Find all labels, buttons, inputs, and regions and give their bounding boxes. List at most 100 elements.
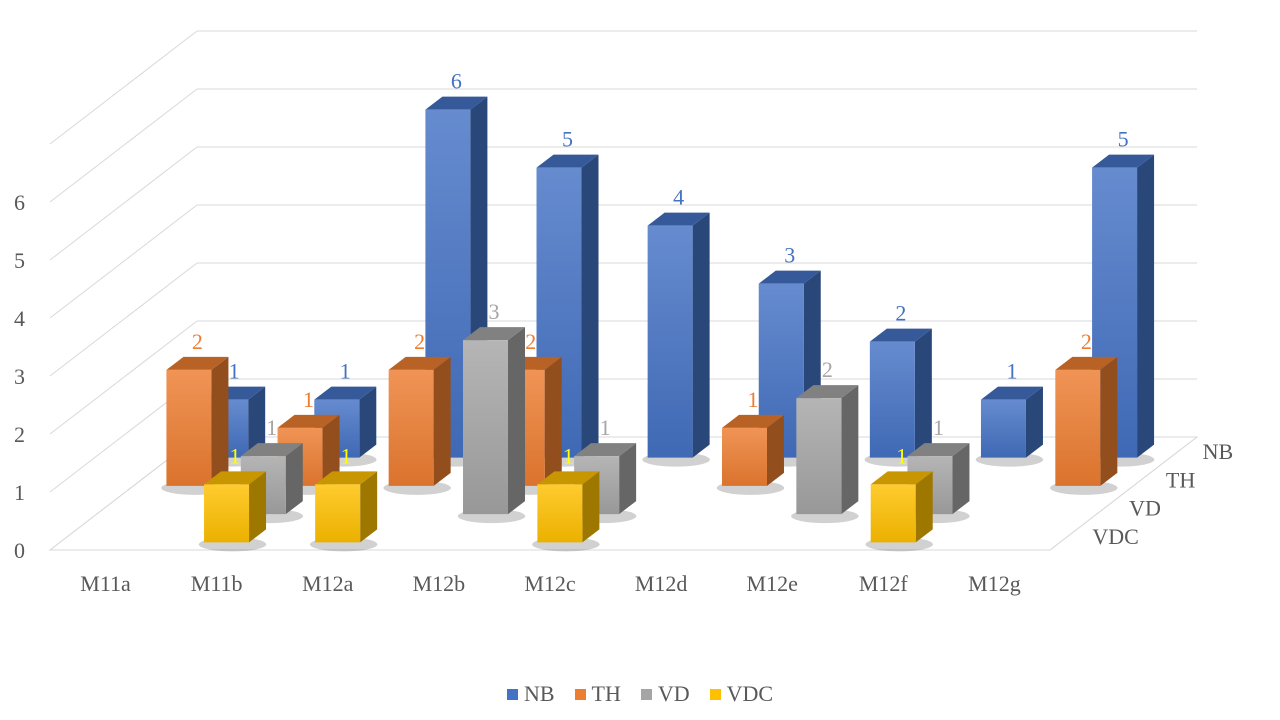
- bar-side: [508, 327, 526, 515]
- bar-front: [537, 484, 583, 543]
- legend-label: VD: [657, 681, 690, 706]
- x-tick-label: M11b: [191, 571, 243, 596]
- data-label: 2: [1081, 329, 1092, 354]
- bar-top: [425, 96, 488, 110]
- gridline-side: [49, 262, 198, 377]
- bar-nb: [975, 386, 1044, 467]
- y-tick-label: 4: [14, 306, 25, 331]
- data-label: 1: [747, 387, 758, 412]
- bar-vd: [457, 327, 526, 524]
- depth-tick-label: TH: [1166, 467, 1195, 492]
- legend-item-nb: NB: [506, 681, 555, 707]
- data-label: 2: [822, 357, 833, 382]
- data-label: 1: [896, 443, 907, 468]
- y-tick-label: 5: [14, 248, 25, 273]
- bar-top: [315, 471, 378, 485]
- x-tick-label: M12a: [302, 571, 354, 596]
- bar-top: [166, 356, 229, 370]
- bar-front: [1055, 369, 1101, 486]
- bar-top: [240, 443, 303, 457]
- bar-side: [211, 356, 229, 486]
- bar-top: [758, 270, 821, 284]
- bar-side: [952, 443, 970, 515]
- bar-vdc: [309, 471, 378, 552]
- legend-label: VDC: [726, 681, 774, 706]
- legend-item-vd: VD: [640, 681, 690, 707]
- bar-side: [249, 471, 267, 543]
- x-tick-label: M12c: [524, 571, 576, 596]
- data-label: 6: [451, 69, 462, 94]
- bar-front: [796, 398, 842, 515]
- depth-axis-line: [1049, 436, 1198, 551]
- data-label: 2: [895, 301, 906, 326]
- bar-side: [692, 212, 710, 458]
- bar-vdc: [532, 471, 600, 552]
- bar-front: [388, 369, 434, 486]
- data-label: 1: [266, 415, 277, 440]
- bar-side: [766, 414, 784, 486]
- gridline-side: [49, 146, 198, 261]
- x-tick-label: M12d: [635, 571, 688, 596]
- legend-item-vdc: VDC: [709, 681, 774, 707]
- bar-top: [796, 385, 859, 399]
- bar-top: [277, 414, 340, 428]
- bar-top: [869, 328, 932, 342]
- legend-swatch: [640, 688, 652, 700]
- data-label: 1: [341, 443, 352, 468]
- bar-top: [870, 471, 933, 485]
- legend-swatch: [709, 688, 721, 700]
- data-label: 4: [673, 185, 684, 210]
- bar-side: [1025, 386, 1043, 458]
- bar-top: [647, 212, 710, 226]
- bar-vdc: [198, 471, 267, 552]
- legend-swatch: [574, 688, 586, 700]
- data-label: 5: [1118, 127, 1129, 152]
- legend-label: NB: [523, 681, 555, 706]
- data-label: 1: [229, 359, 240, 384]
- depth-tick-label: VD: [1129, 496, 1161, 521]
- bar-top: [537, 471, 600, 485]
- y-tick-label: 6: [14, 190, 25, 215]
- y-tick-label: 1: [14, 480, 25, 505]
- bar-front: [204, 484, 250, 543]
- bar-side: [285, 443, 303, 515]
- bar-top: [388, 356, 451, 370]
- data-label: 1: [1006, 359, 1017, 384]
- gridline-side: [49, 88, 198, 203]
- data-label: 2: [414, 329, 425, 354]
- depth-tick-label: NB: [1203, 439, 1234, 464]
- y-tick-label: 3: [14, 364, 25, 389]
- bar-side: [581, 154, 599, 458]
- data-label: 1: [303, 387, 314, 412]
- bar-side: [248, 386, 266, 458]
- bar-top: [574, 443, 637, 457]
- bar-side: [360, 471, 378, 543]
- bar-top: [463, 327, 526, 341]
- bar-top: [536, 154, 599, 168]
- bar-side: [582, 471, 600, 543]
- data-label: 1: [340, 359, 351, 384]
- bar-side: [544, 356, 562, 486]
- bar-th: [161, 356, 229, 495]
- data-label: 3: [489, 299, 500, 324]
- depth-tick-label: VDC: [1092, 524, 1138, 549]
- bar-top: [1055, 356, 1118, 370]
- data-label: 1: [933, 415, 944, 440]
- bar-vd: [791, 385, 859, 524]
- bar-th: [383, 356, 451, 495]
- gridline-side: [49, 320, 198, 435]
- bar-side: [915, 471, 933, 543]
- legend-item-th: TH: [574, 681, 621, 707]
- bar-top: [907, 443, 970, 457]
- data-label: 5: [562, 127, 573, 152]
- bar-th: [1050, 356, 1118, 495]
- data-label: 2: [525, 329, 536, 354]
- gridline-side: [49, 204, 198, 319]
- x-tick-label: M12f: [859, 571, 909, 596]
- legend-swatch: [506, 688, 518, 700]
- legend-label: TH: [591, 681, 621, 706]
- bar-side: [914, 328, 932, 458]
- x-tick-label: M11a: [80, 571, 131, 596]
